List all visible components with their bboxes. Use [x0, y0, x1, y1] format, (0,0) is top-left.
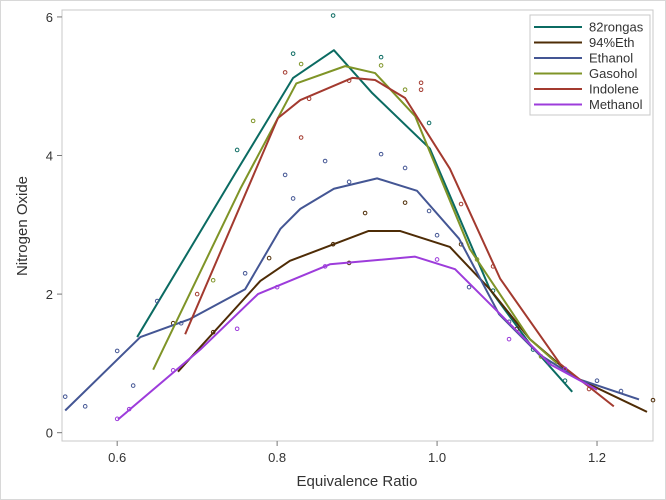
data-point: [298, 61, 304, 67]
data-point: [330, 13, 336, 18]
data-point: [290, 196, 296, 201]
data-point: [346, 179, 352, 185]
legend-item: Ethanol: [534, 51, 633, 66]
x-tick-label: 0.6: [108, 450, 126, 465]
data-point: [418, 87, 424, 92]
series-line: [136, 49, 573, 393]
data-point: [378, 151, 384, 157]
series-indolene: [184, 70, 615, 408]
legend-item: Indolene: [534, 82, 639, 97]
legend-label: Gasohol: [589, 66, 638, 81]
data-point: [434, 257, 440, 262]
data-point: [62, 394, 68, 399]
data-point: [266, 255, 272, 261]
data-point: [114, 348, 120, 354]
legend-label: 82rongas: [589, 20, 644, 35]
data-point: [250, 118, 256, 124]
data-point: [594, 378, 600, 384]
data-point: [418, 80, 424, 86]
data-point: [378, 54, 384, 60]
data-point: [154, 298, 160, 304]
data-point: [466, 284, 472, 290]
series-line: [64, 177, 640, 412]
data-point: [234, 326, 240, 332]
data-point: [426, 208, 432, 214]
data-point: [402, 87, 408, 92]
data-point: [378, 63, 384, 68]
series-line: [184, 76, 615, 408]
data-point: [82, 404, 88, 409]
data-point: [426, 120, 432, 126]
data-point: [458, 201, 464, 207]
x-tick-label: 0.8: [268, 450, 286, 465]
legend-item: Methanol: [534, 97, 643, 112]
data-point: [282, 70, 288, 75]
data-point: [282, 172, 288, 178]
series-line: [177, 230, 648, 413]
data-point: [130, 383, 136, 388]
legend: 82rongas94%EthEthanolGasoholIndoleneMeth…: [529, 14, 651, 116]
series-gasohol: [152, 61, 558, 371]
series-82rongas: [136, 13, 573, 393]
series-ethanol: [62, 151, 640, 412]
legend-box: [529, 14, 651, 116]
series-line: [117, 255, 598, 421]
legend-item: 94%Eth: [534, 35, 635, 50]
data-point: [402, 165, 408, 171]
y-tick-label: 6: [46, 10, 53, 25]
y-tick-label: 4: [46, 149, 53, 164]
data-point: [362, 210, 368, 216]
x-tick-label: 1.2: [588, 450, 606, 465]
data-point: [506, 336, 512, 342]
data-point: [298, 135, 304, 140]
data-point: [210, 277, 216, 283]
y-axis-label: Nitrogen Oxide: [14, 176, 31, 276]
legend-label: Ethanol: [589, 51, 633, 66]
data-point: [322, 158, 328, 164]
legend-item: 82rongas: [534, 20, 644, 35]
x-tick-label: 1.0: [428, 450, 446, 465]
legend-label: 94%Eth: [589, 35, 635, 50]
data-point: [290, 51, 296, 56]
series-line: [152, 65, 558, 371]
data-point: [434, 232, 440, 238]
data-point: [194, 291, 200, 297]
x-axis-label: Equivalence Ratio: [297, 473, 418, 490]
legend-label: Indolene: [589, 82, 639, 97]
y-tick-label: 0: [46, 426, 53, 441]
series-methanol: [114, 255, 598, 422]
data-point: [242, 271, 248, 276]
plot-area: [61, 9, 654, 442]
data-point: [234, 147, 240, 153]
data-point: [650, 397, 656, 403]
y-tick-label: 2: [46, 287, 53, 302]
data-point: [402, 200, 408, 205]
legend-label: Methanol: [589, 97, 643, 112]
legend-item: Gasohol: [534, 66, 638, 81]
data-point: [562, 366, 568, 372]
